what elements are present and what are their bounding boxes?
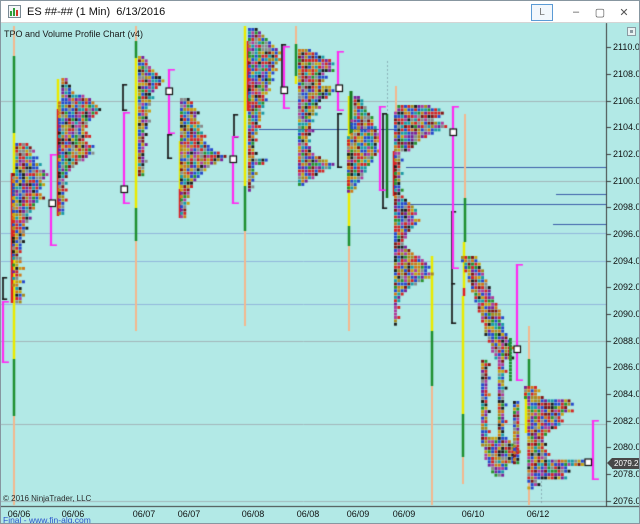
price-axis-label: 2084.00 bbox=[613, 389, 639, 399]
time-axis-label: 06/06 bbox=[7, 509, 31, 519]
price-axis-label: 2102.00 bbox=[613, 149, 639, 159]
price-axis-label: 2086.00 bbox=[613, 362, 639, 372]
price-axis-label: 2078.00 bbox=[613, 469, 639, 479]
time-axis-label: 06/12 bbox=[526, 509, 550, 519]
price-axis-label: 2104.00 bbox=[613, 122, 639, 132]
close-button[interactable]: ✕ bbox=[619, 6, 629, 19]
indicator-label: TPO and Volume Profile Chart (v4) bbox=[4, 29, 144, 39]
price-axis-label: 2108.00 bbox=[613, 69, 639, 79]
price-axis-label: 2100.00 bbox=[613, 176, 639, 186]
price-axis-label: 2094.00 bbox=[613, 256, 639, 266]
window-title: ES ##-## (1 Min) 6/13/2016 bbox=[27, 5, 166, 18]
price-axis-label: 2082.00 bbox=[613, 416, 639, 426]
time-axis-label: 06/09 bbox=[346, 509, 370, 519]
time-axis-label: 06/07 bbox=[132, 509, 156, 519]
time-axis-label: 06/08 bbox=[241, 509, 265, 519]
window-controls: L – ▢ ✕ bbox=[531, 3, 635, 21]
time-axis-label: 06/08 bbox=[296, 509, 320, 519]
link-button[interactable]: L bbox=[531, 3, 553, 21]
titlebar: ES ##-## (1 Min) 6/13/2016 L – ▢ ✕ bbox=[1, 1, 639, 23]
time-axis-label: 06/07 bbox=[177, 509, 201, 519]
price-axis-label: 2092.00 bbox=[613, 282, 639, 292]
price-axis-label: 2106.00 bbox=[613, 96, 639, 106]
time-axis-label: 06/09 bbox=[392, 509, 416, 519]
last-price-tag: 2079.25 bbox=[607, 458, 639, 469]
copyright-text: © 2016 NinjaTrader, LLC bbox=[3, 494, 92, 503]
time-axis-label: 06/10 bbox=[461, 509, 485, 519]
minimize-button[interactable]: – bbox=[572, 6, 580, 18]
chart-icon bbox=[8, 5, 21, 18]
price-axis-label: 2110.00 bbox=[613, 42, 640, 52]
price-axis-label: 2080.00 bbox=[613, 442, 639, 452]
maximize-button[interactable]: ▢ bbox=[594, 6, 606, 19]
time-axis-label: 06/06 bbox=[61, 509, 85, 519]
price-axis-label: 2098.00 bbox=[613, 202, 639, 212]
price-axis-label: 2090.00 bbox=[613, 309, 639, 319]
panel-settings-icon[interactable] bbox=[627, 27, 636, 36]
price-axis-label: 2088.00 bbox=[613, 336, 639, 346]
price-axis-label: 2076.00 bbox=[613, 496, 639, 506]
watermark-link[interactable]: Final - www.fin-alg.com bbox=[3, 515, 91, 524]
price-axis-label: 2096.00 bbox=[613, 229, 639, 239]
